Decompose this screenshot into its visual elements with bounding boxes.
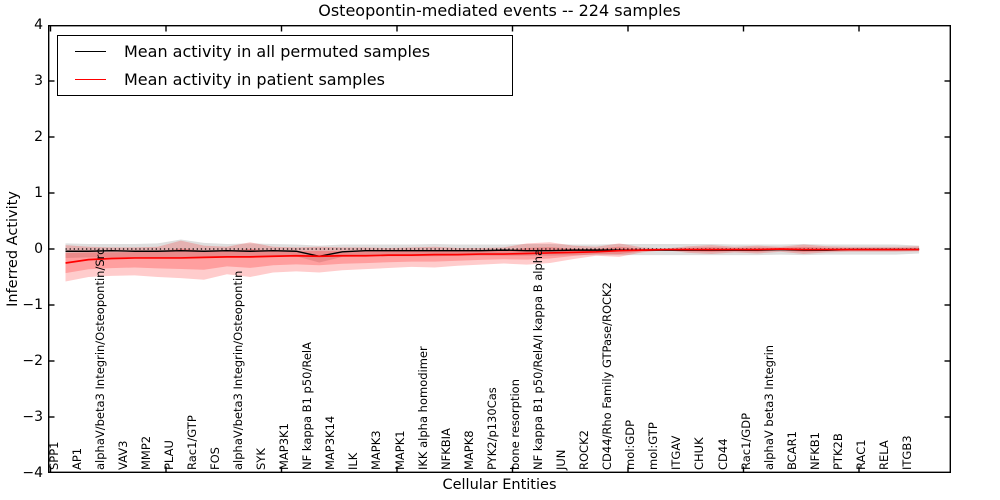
x-category-label: PYK2/p130Cas: [484, 387, 499, 470]
y-tick-label: −3: [22, 409, 43, 425]
legend-entry-permuted: Mean activity in all permuted samples: [58, 38, 512, 64]
x-category-label: RAC1: [853, 439, 868, 470]
x-category-label: ITGAV: [669, 435, 684, 470]
y-tick-label: 2: [34, 129, 43, 145]
y-tick-label: 4: [34, 17, 43, 33]
x-category-label: CHUK: [692, 437, 707, 470]
y-tick-label: 1: [34, 185, 43, 201]
legend-label-permuted: Mean activity in all permuted samples: [124, 41, 431, 61]
y-tick-label: 3: [34, 73, 43, 89]
plot-canvas: [48, 25, 951, 473]
x-category-label: alphaV beta3 Integrin: [761, 344, 776, 470]
x-category-label: NFKB1: [807, 432, 822, 470]
x-category-label: NF kappa B1 p50/RelA/I kappa B alpha: [530, 248, 545, 470]
x-category-label: CD44/Rho Family GTPase/ROCK2: [600, 282, 615, 470]
x-category-label: MAP3K14: [323, 415, 338, 470]
x-category-label: alphaV/beta3 Integrin/Osteopontin/Src: [92, 248, 107, 470]
x-category-label: CD44: [715, 438, 730, 470]
x-category-label: ROCK2: [577, 430, 592, 470]
x-category-label: MMP2: [138, 435, 153, 470]
y-tick-label: −4: [22, 465, 43, 481]
plot-area: [48, 25, 951, 473]
x-category-label: RELA: [877, 440, 892, 470]
legend-line-sample-red: [75, 79, 106, 81]
x-category-label: bone resorption: [507, 379, 522, 470]
x-category-label: AP1: [69, 447, 84, 470]
x-category-label: ITGB3: [900, 435, 915, 470]
legend-entry-patient: Mean activity in patient samples: [58, 67, 512, 93]
y-tick-label: 0: [34, 241, 43, 257]
x-category-label: NFKBIA: [438, 428, 453, 470]
x-category-label: PTK2B: [830, 433, 845, 470]
x-category-label: MAP3K1: [277, 423, 292, 470]
x-category-label: alphaV/beta3 Integrin/Osteopontin: [231, 270, 246, 470]
x-category-label: mol:GTP: [646, 422, 661, 470]
patient-std-band-inner: [65, 246, 920, 274]
x-category-label: Rac1/GDP: [738, 412, 753, 470]
x-category-label: JUN: [554, 449, 569, 470]
legend-line-sample-black: [75, 50, 106, 52]
legend: Mean activity in all permuted samples Me…: [57, 35, 513, 96]
x-category-label: NF kappa B1 p50/RelA: [300, 342, 315, 470]
x-axis-label: Cellular Entities: [442, 477, 557, 493]
x-category-label: SPP1: [46, 441, 61, 471]
x-category-label: Rac1/GTP: [184, 415, 199, 470]
x-category-label: MAPK1: [392, 430, 407, 470]
x-category-label: ILK: [346, 452, 361, 470]
chart-title: Osteopontin-mediated events -- 224 sampl…: [318, 1, 681, 20]
x-category-label: MAPK3: [369, 430, 384, 470]
x-category-label: BCAR1: [784, 431, 799, 470]
x-category-label: MAPK8: [461, 430, 476, 470]
x-category-label: SYK: [254, 448, 269, 470]
x-category-label: IKK alpha homodimer: [415, 346, 430, 470]
legend-label-patient: Mean activity in patient samples: [124, 70, 385, 90]
x-category-label: VAV3: [115, 440, 130, 470]
x-category-label: PLAU: [161, 440, 176, 470]
y-tick-label: −1: [22, 297, 43, 313]
y-tick-label: −2: [22, 353, 43, 369]
x-category-label: FOS: [207, 447, 222, 470]
patient-mean-line: [65, 248, 920, 264]
x-category-label: mol:GDP: [623, 419, 638, 470]
axes-frame: [48, 25, 951, 473]
